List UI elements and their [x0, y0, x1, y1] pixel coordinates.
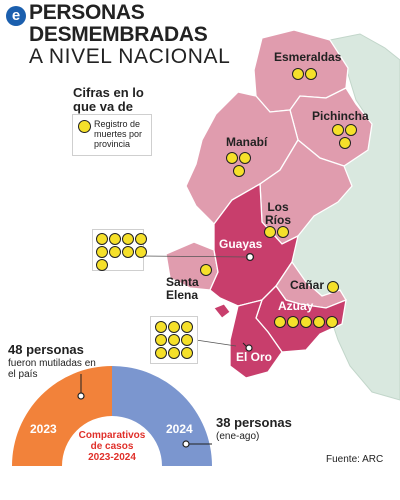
- dots-el-oro: [150, 316, 198, 364]
- count-dot-icon: [155, 347, 167, 359]
- count-dot-icon: [287, 316, 299, 328]
- legend-label: Registro de muertes por provincia: [94, 119, 143, 149]
- count-dot-icon: [168, 347, 180, 359]
- count-dot-icon: [122, 246, 134, 258]
- label-el-oro: El Oro: [236, 350, 273, 364]
- dots-guayas: [92, 229, 147, 271]
- label-year-2024: 2024: [166, 422, 193, 436]
- count-dot-icon: [96, 259, 108, 271]
- count-dot-icon: [239, 152, 251, 164]
- count-dot-icon: [332, 124, 344, 136]
- label-canar: Cañar: [290, 278, 325, 292]
- count-dot-icon: [292, 68, 304, 80]
- stat-2023-value: 48 personas: [8, 342, 84, 357]
- count-dot-icon: [168, 321, 180, 333]
- stat-2023-desc: fueron mutiladas en el país: [8, 358, 96, 380]
- label-manabi: Manabí: [226, 135, 268, 149]
- page-title: PERSONAS DESMEMBRADAS A NIVEL NACIONAL: [29, 2, 230, 68]
- count-dot-icon: [181, 321, 193, 333]
- count-dot-icon: [122, 233, 134, 245]
- title-line-3: A NIVEL NACIONAL: [29, 45, 231, 68]
- newspaper-logo: e: [6, 6, 26, 26]
- source-note: Fuente: ARC: [326, 454, 384, 465]
- count-dot-icon: [155, 334, 167, 346]
- comparison-title: Comparativos de casos 2023-2024: [78, 430, 146, 463]
- count-dot-icon: [109, 233, 121, 245]
- label-los-rios: Los Ríos: [264, 200, 291, 227]
- stat-2024-desc: (ene-ago): [216, 431, 260, 442]
- count-dot-icon: [313, 316, 325, 328]
- label-guayas: Guayas: [219, 237, 263, 251]
- count-dot-icon: [226, 152, 238, 164]
- count-dot-icon: [300, 316, 312, 328]
- count-dot-icon: [168, 334, 180, 346]
- count-dot-icon: [155, 321, 167, 333]
- arc-2023: [12, 366, 112, 466]
- pointer-2024-marker: [182, 440, 190, 448]
- legend-dot-icon: [78, 120, 91, 133]
- count-dot-icon: [264, 226, 276, 238]
- label-azuay: Azuay: [278, 299, 314, 313]
- count-dot-icon: [345, 124, 357, 136]
- count-dot-icon: [326, 316, 338, 328]
- title-line-2: DESMEMBRADAS: [29, 23, 208, 46]
- guayas-leader-line: [141, 255, 249, 258]
- count-dot-icon: [181, 334, 193, 346]
- count-dot-icon: [232, 165, 245, 177]
- label-esmeraldas: Esmeraldas: [274, 50, 342, 64]
- pointer-2023-marker: [77, 392, 85, 400]
- count-dot-icon: [96, 233, 108, 245]
- label-pichincha: Pichincha: [312, 109, 369, 123]
- puna-island: [213, 303, 231, 319]
- el-oro-leader-line: [195, 339, 237, 347]
- legend: Registro de muertes por provincia: [72, 114, 152, 156]
- count-dot-icon: [96, 246, 108, 258]
- el-oro-marker: [245, 344, 253, 352]
- count-dot-icon: [135, 233, 147, 245]
- title-line-1: PERSONAS: [29, 1, 145, 24]
- count-dot-icon: [338, 137, 351, 149]
- count-dot-icon: [109, 246, 121, 258]
- count-dot-icon: [181, 347, 193, 359]
- count-dot-icon: [277, 226, 289, 238]
- count-dot-icon: [274, 316, 286, 328]
- label-santa-elena: Santa Elena: [166, 275, 199, 302]
- count-dot-icon: [200, 264, 212, 276]
- label-year-2023: 2023: [30, 422, 57, 436]
- count-dot-icon: [135, 246, 147, 258]
- stat-2024-value: 38 personas: [216, 415, 292, 430]
- province-el-oro: [229, 299, 283, 379]
- count-dot-icon: [305, 68, 317, 80]
- count-dot-icon: [327, 281, 339, 293]
